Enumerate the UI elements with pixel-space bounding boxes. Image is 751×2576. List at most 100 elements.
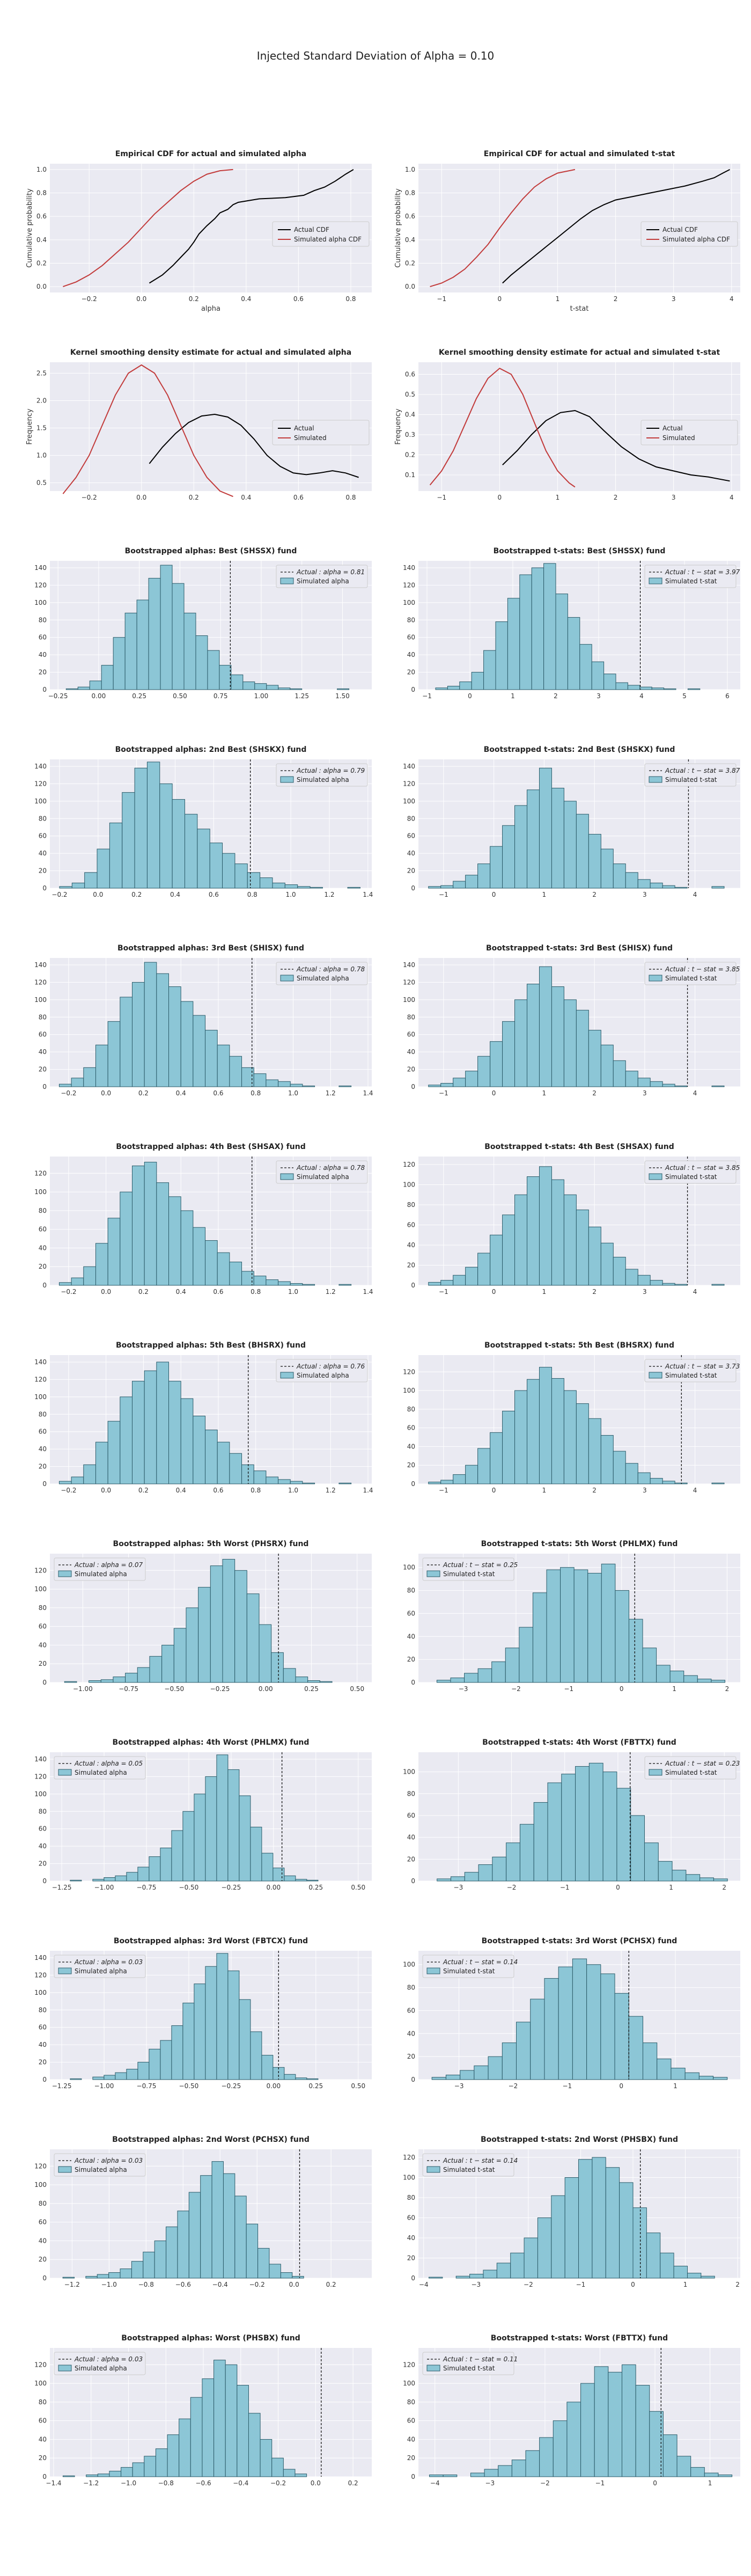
histogram-bar	[625, 872, 638, 889]
x-tick-label: 2	[735, 2281, 740, 2288]
y-tick-label: 140	[403, 763, 415, 770]
histogram-bar	[507, 598, 520, 690]
histogram-bar	[149, 1656, 163, 1683]
x-tick-label: 2	[592, 1288, 597, 1296]
histogram-bar	[630, 1815, 645, 1882]
y-tick-label: 20	[407, 2053, 415, 2060]
chart-title: Bootstrapped t-stats: Worst (FBTTX) fund	[491, 2334, 668, 2343]
x-tick-label: −0.2	[249, 2281, 265, 2288]
histogram-bar	[217, 1252, 230, 1286]
y-tick-label: 100	[34, 1188, 47, 1196]
histogram-bar	[459, 681, 472, 690]
legend-box	[422, 1557, 514, 1581]
x-tick-label: 3	[643, 1487, 647, 1494]
chart-title: Kernel smoothing density estimate for ac…	[439, 348, 720, 357]
x-tick-label: 2	[722, 1884, 726, 1891]
y-tick-label: 20	[39, 2454, 47, 2462]
y-tick-label: 80	[39, 1807, 47, 1815]
histogram-bar	[84, 872, 98, 889]
y-tick-label: 20	[407, 867, 415, 875]
x-tick-label: −2	[509, 2082, 518, 2090]
chart-title: Bootstrapped alphas: 5th Best (BHSRX) fu…	[116, 1341, 306, 1350]
x-tick-label: 0.0	[101, 1288, 111, 1296]
histogram-bar	[160, 565, 173, 690]
x-tick-label: 0.50	[350, 1685, 364, 1693]
histogram-bar	[290, 688, 303, 690]
legend-swatch-simulated	[58, 1570, 72, 1577]
y-tick-label: 0	[42, 1877, 47, 1885]
histogram-bar	[490, 1234, 503, 1286]
legend-label-actual: Actual : alpha = 0.07	[74, 1561, 143, 1569]
legend-label: Simulated	[294, 434, 327, 442]
x-tick-label: 0.2	[138, 1487, 149, 1494]
histogram-bar	[514, 805, 527, 889]
histogram-bar	[120, 2268, 132, 2279]
y-tick-label: 120	[403, 581, 415, 589]
histogram-bar	[662, 1084, 675, 1087]
legend-label-actual: Actual : t − stat = 3.85	[665, 1164, 740, 1172]
histogram-bar	[205, 1776, 217, 1882]
histogram-bar	[539, 966, 552, 1087]
histogram-bar	[205, 1429, 218, 1484]
x-tick-label: 0	[492, 1089, 496, 1097]
histogram-bar	[338, 1482, 352, 1484]
y-tick-label: 0.6	[405, 371, 415, 378]
y-tick-label: 120	[403, 1368, 415, 1375]
y-tick-label: 60	[407, 2007, 415, 2014]
legend-label-simulated: Simulated t-stat	[665, 776, 717, 784]
histogram-bar	[280, 2272, 293, 2279]
histogram-bar	[506, 1842, 520, 1882]
chart-title: Bootstrapped t-stats: 5th Best (BHSRX) f…	[484, 1341, 674, 1350]
histogram-bar	[483, 2270, 497, 2279]
histogram-bar	[290, 1481, 303, 1484]
chart-10: Bootstrapped t-stats: 3rd Best (SHISX) f…	[403, 944, 740, 1097]
histogram-bar	[120, 997, 132, 1087]
x-tick-label: 0.4	[170, 891, 180, 898]
x-tick-label: 2	[592, 1089, 597, 1097]
x-tick-label: 0	[498, 295, 502, 303]
histogram-bar	[453, 881, 466, 889]
x-tick-label: 1.4	[363, 1487, 373, 1494]
legend-label-simulated: Simulated t-stat	[665, 1769, 717, 1776]
histogram-bar	[259, 1624, 272, 1683]
histogram-bar	[625, 1463, 638, 1484]
legend-box	[422, 2352, 514, 2375]
histogram-bar	[97, 2473, 110, 2477]
histogram-bar	[440, 1480, 454, 1484]
x-tick-label: 1	[542, 1288, 547, 1296]
chart-4: Kernel smoothing density estimate for ac…	[394, 348, 740, 501]
y-tick-label: 0	[42, 1679, 47, 1686]
histogram-bar	[89, 680, 102, 690]
histogram-bar	[95, 1441, 108, 1484]
histogram-bar	[253, 1470, 267, 1484]
histogram-bar	[674, 1482, 688, 1484]
histogram-bar	[337, 688, 350, 690]
legend-box	[54, 2352, 146, 2375]
histogram-bar	[125, 1673, 138, 1683]
histogram-bar	[59, 886, 72, 889]
y-tick-label: 120	[34, 1169, 47, 1177]
x-tick-label: 4	[730, 494, 734, 501]
histogram-bar	[488, 2056, 503, 2080]
histogram-bar	[284, 2074, 296, 2080]
y-tick-label: 100	[403, 1387, 415, 1394]
chart-7: Bootstrapped alphas: 2nd Best (SHSKX) fu…	[34, 745, 373, 898]
legend-box	[644, 1756, 737, 1780]
histogram-bar	[266, 1279, 279, 1286]
histogram-bar	[567, 617, 580, 690]
histogram-bar	[525, 2450, 540, 2477]
histogram-bar	[614, 1993, 629, 2080]
y-tick-label: 80	[39, 815, 47, 822]
histogram-bar	[537, 2218, 552, 2279]
histogram-bar	[690, 2467, 705, 2477]
histogram-bar	[502, 1021, 516, 1087]
histogram-bar	[627, 685, 640, 690]
histogram-bar	[193, 1015, 206, 1087]
y-tick-label: 1.5	[36, 425, 47, 432]
x-tick-label: 0.2	[189, 295, 199, 303]
histogram-bar	[146, 762, 160, 889]
y-tick-label: 20	[39, 1860, 47, 1868]
histogram-bar	[440, 885, 454, 889]
legend-label-actual: Actual : t − stat = 3.73	[665, 1363, 740, 1370]
x-tick-label: 1	[511, 692, 515, 700]
